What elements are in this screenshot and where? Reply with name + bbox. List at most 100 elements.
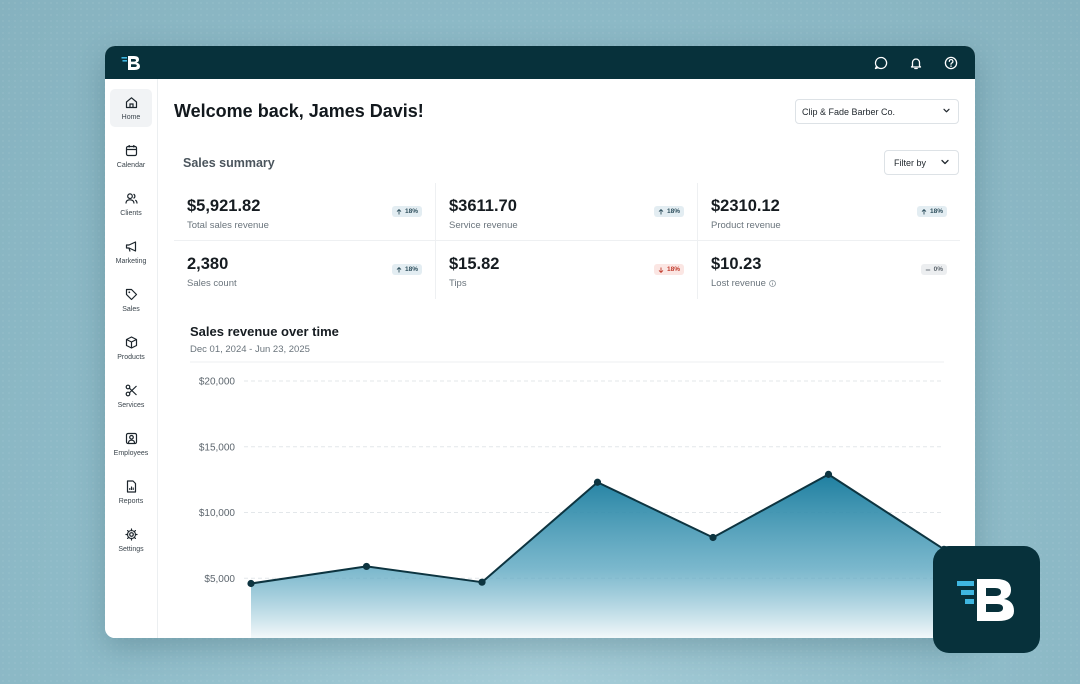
change-value: 18% xyxy=(404,208,418,215)
data-point[interactable] xyxy=(824,470,833,478)
stat-sales-count: 2,380 Sales count 18% xyxy=(174,241,436,299)
stat-label: Lost revenue xyxy=(711,278,766,289)
y-tick-label: $15,000 xyxy=(199,442,236,453)
section-title: Sales summary xyxy=(183,156,275,170)
sidebar-item-calendar[interactable]: Calendar xyxy=(110,137,152,175)
b-logo-icon xyxy=(956,578,1014,621)
revenue-chart-card: Sales revenue over time Dec 01, 2024 - J… xyxy=(174,309,960,638)
gear-icon xyxy=(124,527,138,541)
area-fill xyxy=(251,474,944,638)
sidebar-item-label: Products xyxy=(117,354,145,361)
stat-service-revenue: $3611.70 Service revenue 18% xyxy=(436,183,698,241)
sidebar-item-label: Sales xyxy=(122,306,140,313)
sidebar-item-marketing[interactable]: Marketing xyxy=(110,233,152,271)
arrow-up-icon xyxy=(396,208,402,214)
sidebar-item-employees[interactable]: Employees xyxy=(110,425,152,463)
help-icon[interactable] xyxy=(942,54,959,71)
message-icon[interactable] xyxy=(872,54,889,71)
top-bar xyxy=(105,46,975,79)
sidebar-item-products[interactable]: Products xyxy=(110,329,152,367)
app-window: Home Calendar Clients Marketing Sales xyxy=(105,46,975,638)
sidebar-item-settings[interactable]: Settings xyxy=(110,521,152,559)
box-icon xyxy=(124,335,138,349)
stat-label: Tips xyxy=(449,278,467,289)
stat-lost-revenue: $10.23 Lost revenue 0% xyxy=(698,241,960,299)
sidebar-item-label: Clients xyxy=(120,210,142,217)
calendar-icon xyxy=(124,143,138,157)
arrow-up-icon xyxy=(396,266,402,272)
company-select[interactable]: Clip & Fade Barber Co. xyxy=(795,99,959,124)
sidebar-item-label: Marketing xyxy=(115,258,147,265)
sidebar-item-services[interactable]: Services xyxy=(110,377,152,415)
sidebar-item-label: Services xyxy=(117,402,145,409)
change-value: 0% xyxy=(933,266,943,273)
sidebar-item-sales[interactable]: Sales xyxy=(110,281,152,319)
sidebar-item-clients[interactable]: Clients xyxy=(110,185,152,223)
stat-label: Total sales revenue xyxy=(187,220,269,231)
page-title: Welcome back, James Davis! xyxy=(174,101,424,121)
change-badge: 0% xyxy=(920,264,947,275)
sidebar-item-home[interactable]: Home xyxy=(110,89,152,127)
change-badge: 18% xyxy=(916,206,947,217)
y-tick-label: $20,000 xyxy=(199,377,236,388)
change-badge: 18% xyxy=(391,206,422,217)
sidebar-item-label: Settings xyxy=(118,546,144,553)
data-point[interactable] xyxy=(362,562,371,571)
change-value: 18% xyxy=(929,208,943,215)
brand-logo xyxy=(933,546,1040,653)
stat-label: Sales count xyxy=(187,278,237,289)
stat-value: 2,380 xyxy=(187,255,229,273)
megaphone-icon xyxy=(124,239,138,253)
revenue-area-chart: $5,000 $10,000 $15,000 $20,000 xyxy=(190,361,948,638)
change-badge: 18% xyxy=(391,264,422,275)
arrow-up-icon xyxy=(658,208,664,214)
y-tick-label: $10,000 xyxy=(199,508,236,519)
data-point[interactable] xyxy=(478,578,486,586)
y-tick-label: $5,000 xyxy=(204,574,235,585)
sidebar-item-label: Calendar xyxy=(116,162,146,169)
chart-title: Sales revenue over time xyxy=(190,324,339,339)
data-point[interactable] xyxy=(593,478,602,486)
scissors-icon xyxy=(124,383,138,397)
sidebar-item-label: Home xyxy=(121,114,141,121)
data-point[interactable] xyxy=(247,579,255,588)
chart-date-range: Dec 01, 2024 - Jun 23, 2025 xyxy=(190,344,310,355)
stat-label: Product revenue xyxy=(711,220,781,231)
change-value: 18% xyxy=(666,266,680,273)
filter-button[interactable]: Filter by xyxy=(884,150,959,175)
company-select-value: Clip & Fade Barber Co. xyxy=(802,106,896,117)
chevron-down-icon xyxy=(942,106,951,117)
tag-icon xyxy=(124,287,138,301)
main-content: Welcome back, James Davis! Clip & Fade B… xyxy=(158,79,975,638)
sidebar-item-reports[interactable]: Reports xyxy=(110,473,152,511)
stat-value: $5,921.82 xyxy=(187,197,261,215)
filter-button-label: Filter by xyxy=(894,157,927,168)
sidebar-item-label: Employees xyxy=(113,450,149,457)
arrow-down-icon xyxy=(658,267,664,273)
stat-value: $2310.12 xyxy=(711,197,780,215)
sidebar-item-label: Reports xyxy=(118,498,144,505)
info-icon[interactable] xyxy=(769,280,776,287)
employee-icon xyxy=(124,431,138,445)
stat-label: Service revenue xyxy=(449,220,518,231)
sidebar: Home Calendar Clients Marketing Sales xyxy=(105,79,158,638)
chevron-down-icon xyxy=(940,157,950,169)
stat-value: $10.23 xyxy=(711,255,762,273)
stat-product-revenue: $2310.12 Product revenue 18% xyxy=(698,183,960,241)
arrow-up-icon xyxy=(921,208,927,214)
stat-tips: $15.82 Tips 18% xyxy=(436,241,698,299)
stat-total-sales-revenue: $5,921.82 Total sales revenue 18% xyxy=(174,183,436,241)
stats-grid: $5,921.82 Total sales revenue 18% $3611.… xyxy=(174,183,960,299)
clients-icon xyxy=(124,191,138,205)
data-point[interactable] xyxy=(709,533,717,542)
stat-value: $15.82 xyxy=(449,255,500,273)
dash-icon xyxy=(925,269,930,270)
b-logo-icon[interactable] xyxy=(121,54,141,72)
home-icon xyxy=(124,95,138,109)
bell-icon[interactable] xyxy=(907,54,924,71)
report-icon xyxy=(124,479,138,493)
change-value: 18% xyxy=(404,266,418,273)
stat-value: $3611.70 xyxy=(449,197,517,215)
change-value: 18% xyxy=(666,208,680,215)
change-badge: 18% xyxy=(653,206,684,217)
